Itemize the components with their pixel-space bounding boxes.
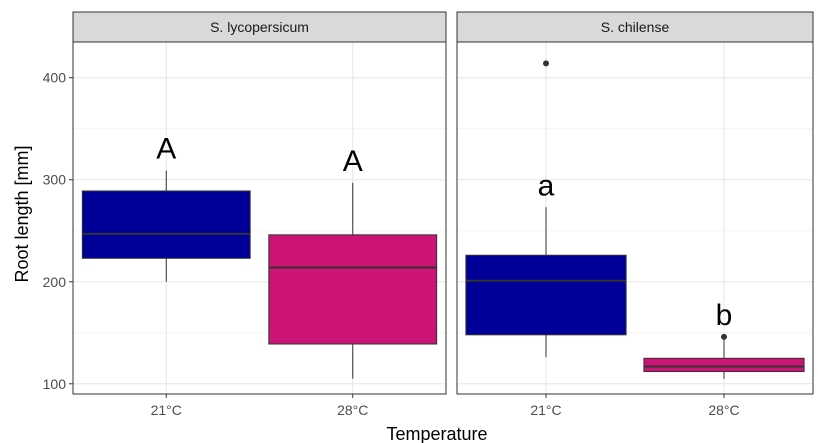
y-axis-title: Root length [mm] (12, 145, 32, 282)
box-body (81, 190, 251, 259)
facet-strip-label: S. lycopersicum (210, 19, 309, 35)
facet-strip-label: S. chilense (601, 19, 670, 35)
box-28c: b (643, 299, 805, 379)
significance-letter: a (538, 169, 555, 202)
facet-panels: S. lycopersicum A A 21°C 28°C S. chilense a b 21… (72, 11, 814, 418)
box-28c: A (268, 145, 438, 379)
y-tick-label: 200 (43, 274, 67, 290)
outlier-point (721, 333, 727, 340)
x-axis-title: Temperature (386, 424, 487, 443)
box-body (268, 234, 438, 345)
facet-panel: S. lycopersicum A A 21°C 28°C (72, 11, 447, 418)
x-tick-label: 21°C (530, 402, 561, 418)
significance-letter: b (716, 299, 733, 332)
significance-letter: A (156, 133, 176, 166)
panel-background (457, 42, 813, 394)
facet-panel: S. chilense a b 21°C 28°C (456, 11, 814, 418)
significance-letter: A (343, 145, 363, 178)
facet-strip (72, 11, 447, 43)
y-tick-label: 100 (43, 376, 67, 392)
panel-border (456, 41, 814, 395)
y-axis: 100 200 300 400 (43, 70, 73, 392)
y-tick-label: 300 (43, 172, 67, 188)
outlier-point (543, 60, 549, 67)
box-body (465, 254, 627, 336)
panel-border (72, 41, 447, 395)
box-21c: a (465, 60, 627, 358)
x-tick-label: 21°C (151, 402, 182, 418)
x-tick-label: 28°C (708, 402, 739, 418)
y-tick-label: 400 (43, 70, 67, 86)
facet-strip (456, 11, 814, 43)
x-tick-label: 28°C (337, 402, 368, 418)
box-body (643, 357, 805, 373)
box-21c: A (81, 133, 251, 282)
